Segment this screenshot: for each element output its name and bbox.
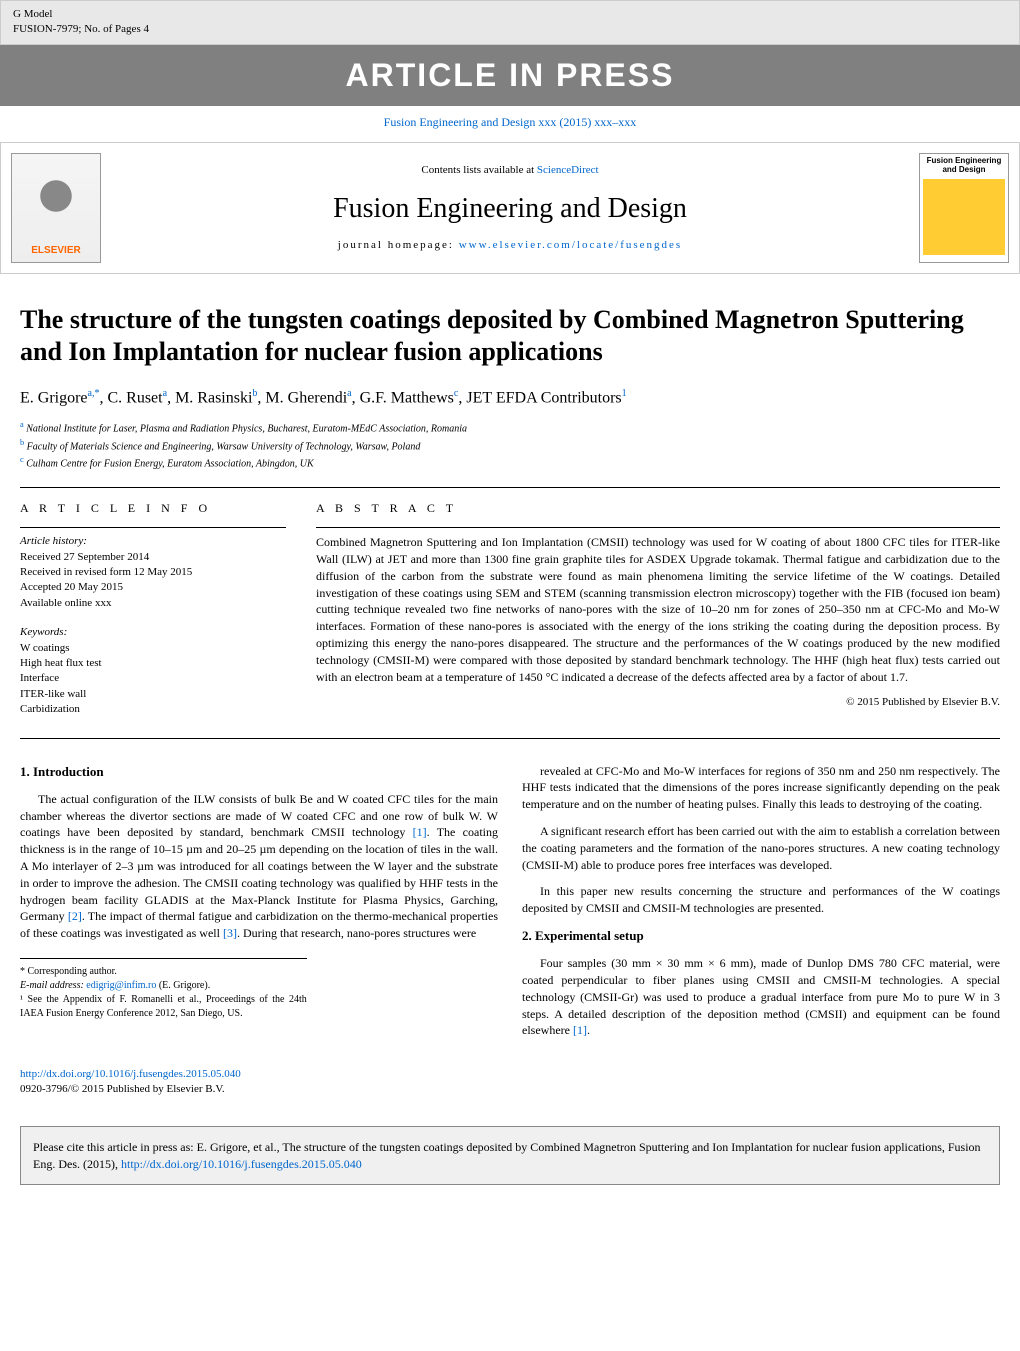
body-columns: 1. Introduction The actual configuration… [0,739,1020,1060]
column-left: 1. Introduction The actual configuration… [20,763,498,1050]
abstract: A B S T R A C T Combined Magnetron Sputt… [316,500,1000,717]
ref-1-link[interactable]: [1] [413,825,427,839]
keywords-list: W coatingsHigh heat flux testInterfaceIT… [20,641,286,718]
gmodel-label: G Model [13,7,149,22]
info-abstract-row: A R T I C L E I N F O Article history: R… [0,488,1020,737]
history-list: Received 27 September 2014Received in re… [20,550,286,612]
homepage-link[interactable]: www.elsevier.com/locate/fusengdes [459,239,683,251]
section-1-heading: 1. Introduction [20,763,498,781]
homepage-prefix: journal homepage: [338,239,459,251]
email-line: E-mail address: edigrig@infim.ro (E. Gri… [20,979,307,993]
copyright: © 2015 Published by Elsevier B.V. [316,695,1000,710]
abstract-rule [316,527,1000,528]
sciencedirect-link[interactable]: ScienceDirect [537,164,599,176]
history-item: Received in revised form 12 May 2015 [20,565,286,580]
cite-doi-link[interactable]: http://dx.doi.org/10.1016/j.fusengdes.20… [121,1157,362,1171]
article-in-press-banner: ARTICLE IN PRESS [0,45,1020,106]
contents-prefix: Contents lists available at [421,164,536,176]
abstract-heading: A B S T R A C T [316,500,1000,517]
keyword-item: W coatings [20,641,286,656]
info-rule [20,527,286,528]
email-suffix: (E. Grigore). [156,980,210,991]
ref-2-link[interactable]: [2] [68,909,82,923]
col2-p2: A significant research effort has been c… [522,823,1000,873]
col2-p1: revealed at CFC-Mo and Mo-W interfaces f… [522,763,1000,813]
col2-p3: In this paper new results concerning the… [522,883,1000,917]
history-item: Received 27 September 2014 [20,550,286,565]
article-info: A R T I C L E I N F O Article history: R… [20,500,286,717]
keywords-label: Keywords: [20,625,286,640]
email-label: E-mail address: [20,980,86,991]
doi-block: http://dx.doi.org/10.1016/j.fusengdes.20… [0,1059,1020,1106]
journal-cover-thumb[interactable]: Fusion Engineering and Design [919,153,1009,263]
journal-ref-link[interactable]: Fusion Engineering and Design xxx (2015)… [384,115,637,129]
cover-thumb-title: Fusion Engineering and Design [923,157,1005,175]
journal-banner: ELSEVIER Contents lists available at Sci… [0,142,1020,274]
footnotes: * Corresponding author. E-mail address: … [20,958,307,1021]
section-2-heading: 2. Experimental setup [522,927,1000,945]
affiliations: a National Institute for Laser, Plasma a… [0,419,1020,471]
keywords-block: Keywords: W coatingsHigh heat flux testI… [20,625,286,717]
intro-p1: The actual configuration of the ILW cons… [20,791,498,942]
col2-p4: Four samples (30 mm × 30 mm × 6 mm), mad… [522,955,1000,1039]
page-header: G Model FUSION-7979; No. of Pages 4 [0,0,1020,45]
issn-line: 0920-3796/© 2015 Published by Elsevier B… [20,1083,225,1095]
doi-link[interactable]: http://dx.doi.org/10.1016/j.fusengdes.20… [20,1068,241,1080]
journal-name: Fusion Engineering and Design [101,189,919,228]
history-label: Article history: [20,534,286,549]
article-title: The structure of the tungsten coatings d… [0,304,1020,366]
email-link[interactable]: edigrig@infim.ro [86,980,156,991]
banner-center: Contents lists available at ScienceDirec… [101,163,919,253]
abstract-text: Combined Magnetron Sputtering and Ion Im… [316,534,1000,685]
keyword-item: Interface [20,671,286,686]
keyword-item: ITER-like wall [20,687,286,702]
cite-box: Please cite this article in press as: E.… [20,1126,1000,1186]
history-item: Available online xxx [20,596,286,611]
elsevier-tree-icon [26,168,86,238]
keyword-item: High heat flux test [20,656,286,671]
corresponding-author: * Corresponding author. [20,965,307,979]
keyword-item: Carbidization [20,702,286,717]
ref-3-link[interactable]: [3] [223,926,237,940]
journal-ref-line[interactable]: Fusion Engineering and Design xxx (2015)… [0,106,1020,139]
elsevier-logo[interactable]: ELSEVIER [11,153,101,263]
authors-line: E. Grigorea,*, C. Ruseta, M. Rasinskib, … [0,387,1020,410]
article-info-heading: A R T I C L E I N F O [20,500,286,517]
history-item: Accepted 20 May 2015 [20,580,286,595]
ref-1b-link[interactable]: [1] [573,1023,587,1037]
column-right: revealed at CFC-Mo and Mo-W interfaces f… [522,763,1000,1050]
ref-code: FUSION-7979; No. of Pages 4 [13,22,149,37]
homepage-line: journal homepage: www.elsevier.com/locat… [101,238,919,253]
footnote-1: ¹ See the Appendix of F. Romanelli et al… [20,993,307,1021]
contents-line: Contents lists available at ScienceDirec… [101,163,919,178]
cover-thumb-image [923,179,1005,255]
elsevier-label: ELSEVIER [31,244,80,258]
